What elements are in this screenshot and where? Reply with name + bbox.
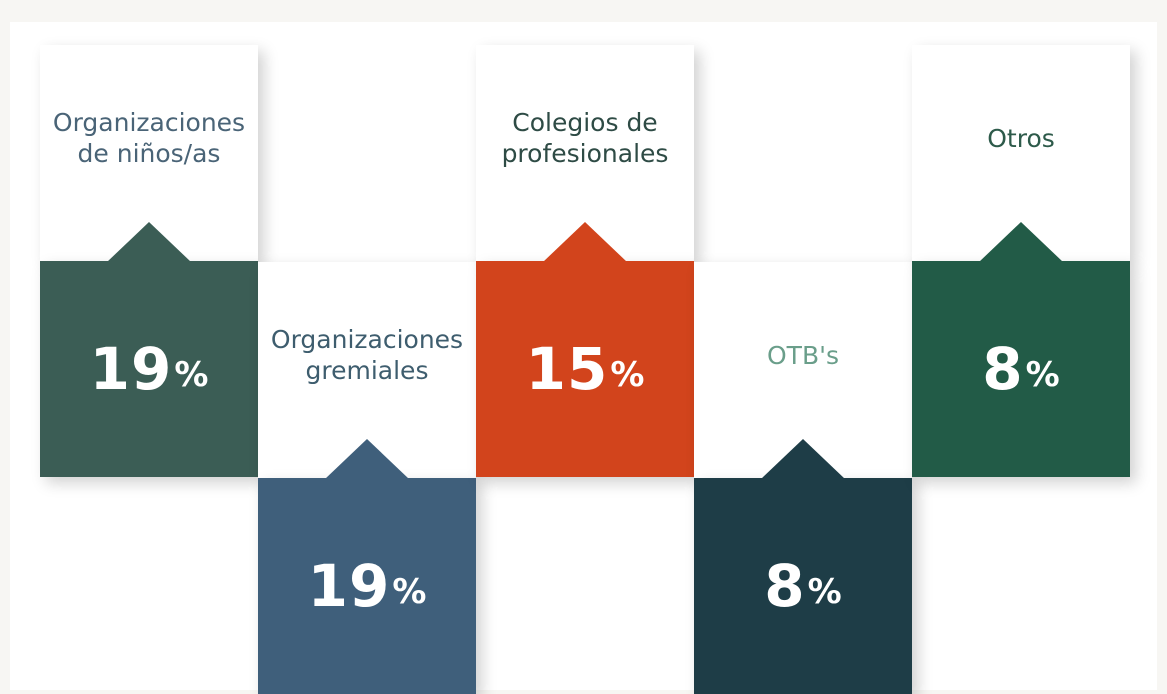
item-label: Colegios de profesionales: [501, 108, 669, 168]
value-unit: %: [174, 355, 209, 395]
label-card: Organizaciones gremiales: [258, 262, 476, 478]
item-label: Organizaciones de niños/as: [52, 108, 246, 168]
value-number: 8: [764, 552, 806, 620]
value-unit: %: [807, 572, 842, 612]
infographic: Organizaciones de niños/as 19% Organizacio…: [10, 22, 1157, 694]
value-block: 19%: [40, 261, 258, 477]
value-unit: %: [392, 572, 427, 612]
item-label: Otros: [987, 123, 1055, 153]
pointer-shape: [761, 439, 845, 479]
label-card: Colegios de profesionales: [476, 45, 694, 261]
item-label: Organizaciones gremiales: [270, 325, 464, 385]
value-block: 19%: [258, 478, 476, 694]
value-number: 8: [982, 335, 1024, 403]
value-block: 15%: [476, 261, 694, 477]
pointer: [543, 222, 627, 262]
pointer: [761, 439, 845, 479]
value-unit: %: [1025, 355, 1060, 395]
value-unit: %: [610, 355, 645, 395]
value-block: 8%: [912, 261, 1130, 477]
item-label: OTB's: [767, 340, 839, 370]
value-number: 15: [525, 335, 609, 403]
pointer: [107, 222, 191, 262]
value-block: 8%: [694, 478, 912, 694]
pointer: [979, 222, 1063, 262]
pointer-shape: [979, 222, 1063, 262]
value-number: 19: [307, 552, 391, 620]
value-number: 19: [89, 335, 173, 403]
pointer-shape: [325, 439, 409, 479]
pointer-shape: [107, 222, 191, 262]
pointer: [325, 439, 409, 479]
pointer-shape: [543, 222, 627, 262]
